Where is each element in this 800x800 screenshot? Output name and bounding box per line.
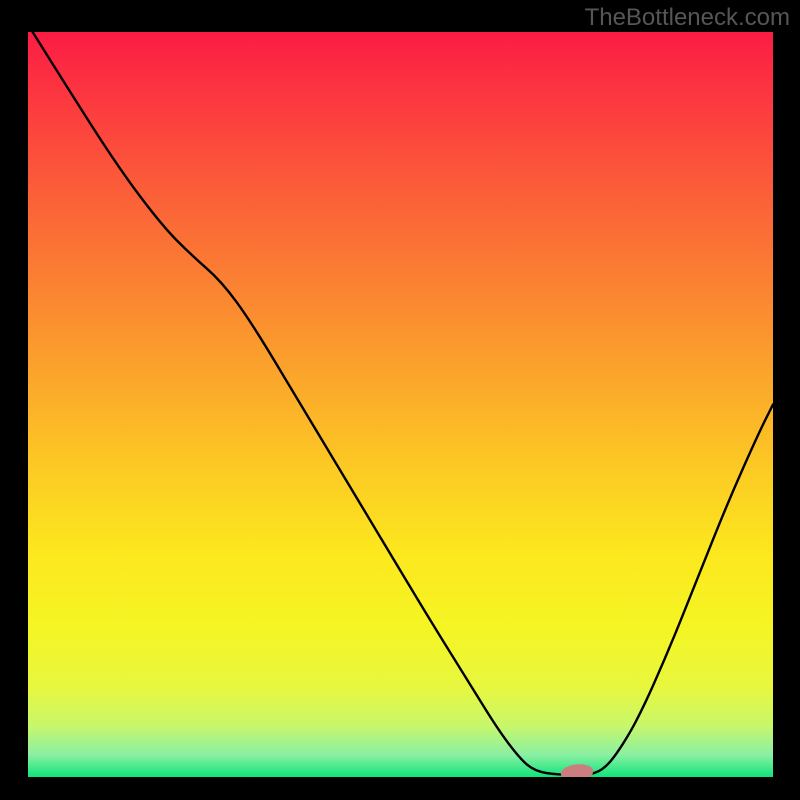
attribution-label: TheBottleneck.com (585, 4, 790, 32)
bottleneck-curve-plot (28, 32, 773, 777)
chart-frame: TheBottleneck.com (0, 0, 800, 800)
